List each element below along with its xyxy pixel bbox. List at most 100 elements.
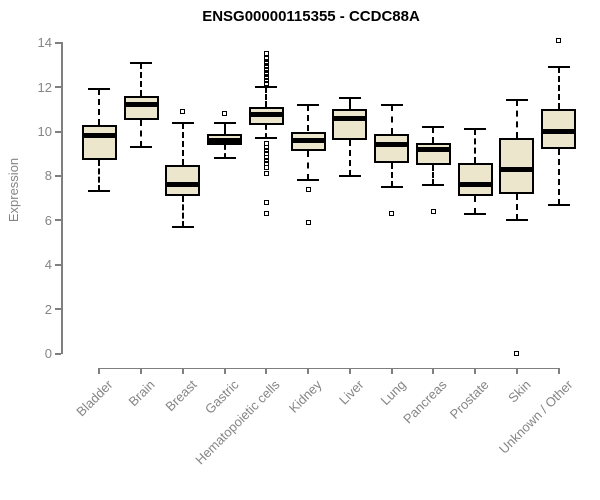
outlier-point <box>263 161 269 167</box>
outlier-point <box>180 109 186 115</box>
lower-whisker-cap <box>380 186 403 188</box>
lower-whisker-cap <box>213 157 236 160</box>
upper-whisker-cap <box>297 103 320 106</box>
box <box>165 164 201 196</box>
median-line <box>292 137 324 143</box>
median-line <box>501 166 533 172</box>
outlier-point <box>430 208 436 214</box>
upper-whisker <box>265 87 268 108</box>
lower-whisker <box>348 140 351 176</box>
outlier-point <box>263 144 269 150</box>
upper-whisker-cap <box>380 103 403 106</box>
lower-whisker <box>474 195 477 214</box>
median-line <box>83 133 115 139</box>
y-tick-label: 2 <box>44 301 52 317</box>
y-axis-tick <box>55 130 61 133</box>
upper-whisker-cap <box>255 86 278 89</box>
outlier-point <box>263 151 269 157</box>
outlier-point <box>514 351 520 356</box>
upper-whisker-cap <box>464 128 487 131</box>
box <box>332 109 368 141</box>
outlier-point <box>222 111 228 117</box>
outlier-point <box>263 77 269 83</box>
median-line <box>376 142 408 148</box>
lower-whisker <box>557 149 560 205</box>
upper-whisker <box>181 122 184 165</box>
outlier-point <box>305 186 311 192</box>
y-axis-tick <box>55 86 61 89</box>
lower-whisker-cap <box>130 146 153 149</box>
lower-whisker <box>181 195 184 227</box>
outlier-point <box>263 200 269 206</box>
y-axis-tick <box>55 219 61 222</box>
median-line <box>125 102 157 108</box>
x-axis-tick <box>223 369 226 374</box>
outlier-point <box>389 211 395 217</box>
y-axis-tick <box>55 352 61 355</box>
x-axis-tick <box>515 369 518 374</box>
outlier-point <box>263 157 269 163</box>
upper-whisker-cap <box>338 97 361 100</box>
y-tick-label: 0 <box>44 346 52 361</box>
x-axis-tick <box>474 369 477 374</box>
box <box>81 124 117 161</box>
x-axis-tick <box>348 369 351 374</box>
y-axis-line <box>61 42 63 354</box>
median-line <box>167 182 199 188</box>
upper-whisker <box>390 104 393 134</box>
lower-whisker <box>265 124 268 139</box>
box <box>457 162 493 196</box>
x-axis-tick <box>390 369 393 374</box>
outlier-point <box>263 61 269 67</box>
upper-whisker <box>348 98 351 110</box>
box <box>374 133 410 163</box>
outlier-point <box>263 72 269 78</box>
median-line <box>334 115 366 121</box>
median-line <box>250 112 282 118</box>
median-line <box>209 137 241 143</box>
lower-whisker-cap <box>338 174 361 177</box>
y-tick-label: 10 <box>37 124 52 139</box>
outlier-point <box>263 80 269 86</box>
median-line <box>459 182 491 188</box>
upper-whisker-cap <box>88 88 111 91</box>
outlier-point <box>263 55 269 61</box>
upper-whisker-cap <box>213 121 236 124</box>
y-axis-tick <box>55 308 61 311</box>
upper-whisker-cap <box>505 99 528 102</box>
outlier-point <box>263 64 269 70</box>
upper-whisker-cap <box>130 61 153 64</box>
x-axis-tick <box>181 369 184 374</box>
upper-whisker <box>140 62 143 96</box>
y-tick-label: 6 <box>44 212 52 228</box>
median-line <box>417 146 449 152</box>
lower-whisker-cap <box>547 203 570 206</box>
outlier-point <box>263 66 269 72</box>
lower-whisker-cap <box>171 225 194 228</box>
outlier-point <box>263 75 269 81</box>
lower-whisker <box>432 164 435 185</box>
lower-whisker-cap <box>464 212 487 215</box>
box <box>499 138 535 194</box>
outlier-point <box>305 220 311 226</box>
upper-whisker <box>223 122 226 134</box>
x-axis-tick <box>265 369 268 374</box>
chart-title: ENSG00000115355 - CCDC88A <box>202 8 420 25</box>
lower-whisker-cap <box>422 183 445 186</box>
upper-whisker <box>432 127 435 143</box>
upper-whisker-cap <box>422 126 445 129</box>
lower-whisker-cap <box>88 190 111 193</box>
x-axis-tick <box>307 369 310 374</box>
y-axis-tick <box>55 174 61 177</box>
outlier-point <box>263 141 269 147</box>
x-axis-tick <box>140 369 143 374</box>
y-tick-label: 12 <box>37 79 52 95</box>
lower-whisker-cap <box>297 179 320 182</box>
y-axis-tick <box>55 263 61 266</box>
outlier-point <box>263 147 269 153</box>
x-axis-tick <box>432 369 435 374</box>
lower-whisker <box>223 144 226 159</box>
upper-whisker <box>307 104 310 132</box>
y-tick-label: 8 <box>44 168 52 184</box>
